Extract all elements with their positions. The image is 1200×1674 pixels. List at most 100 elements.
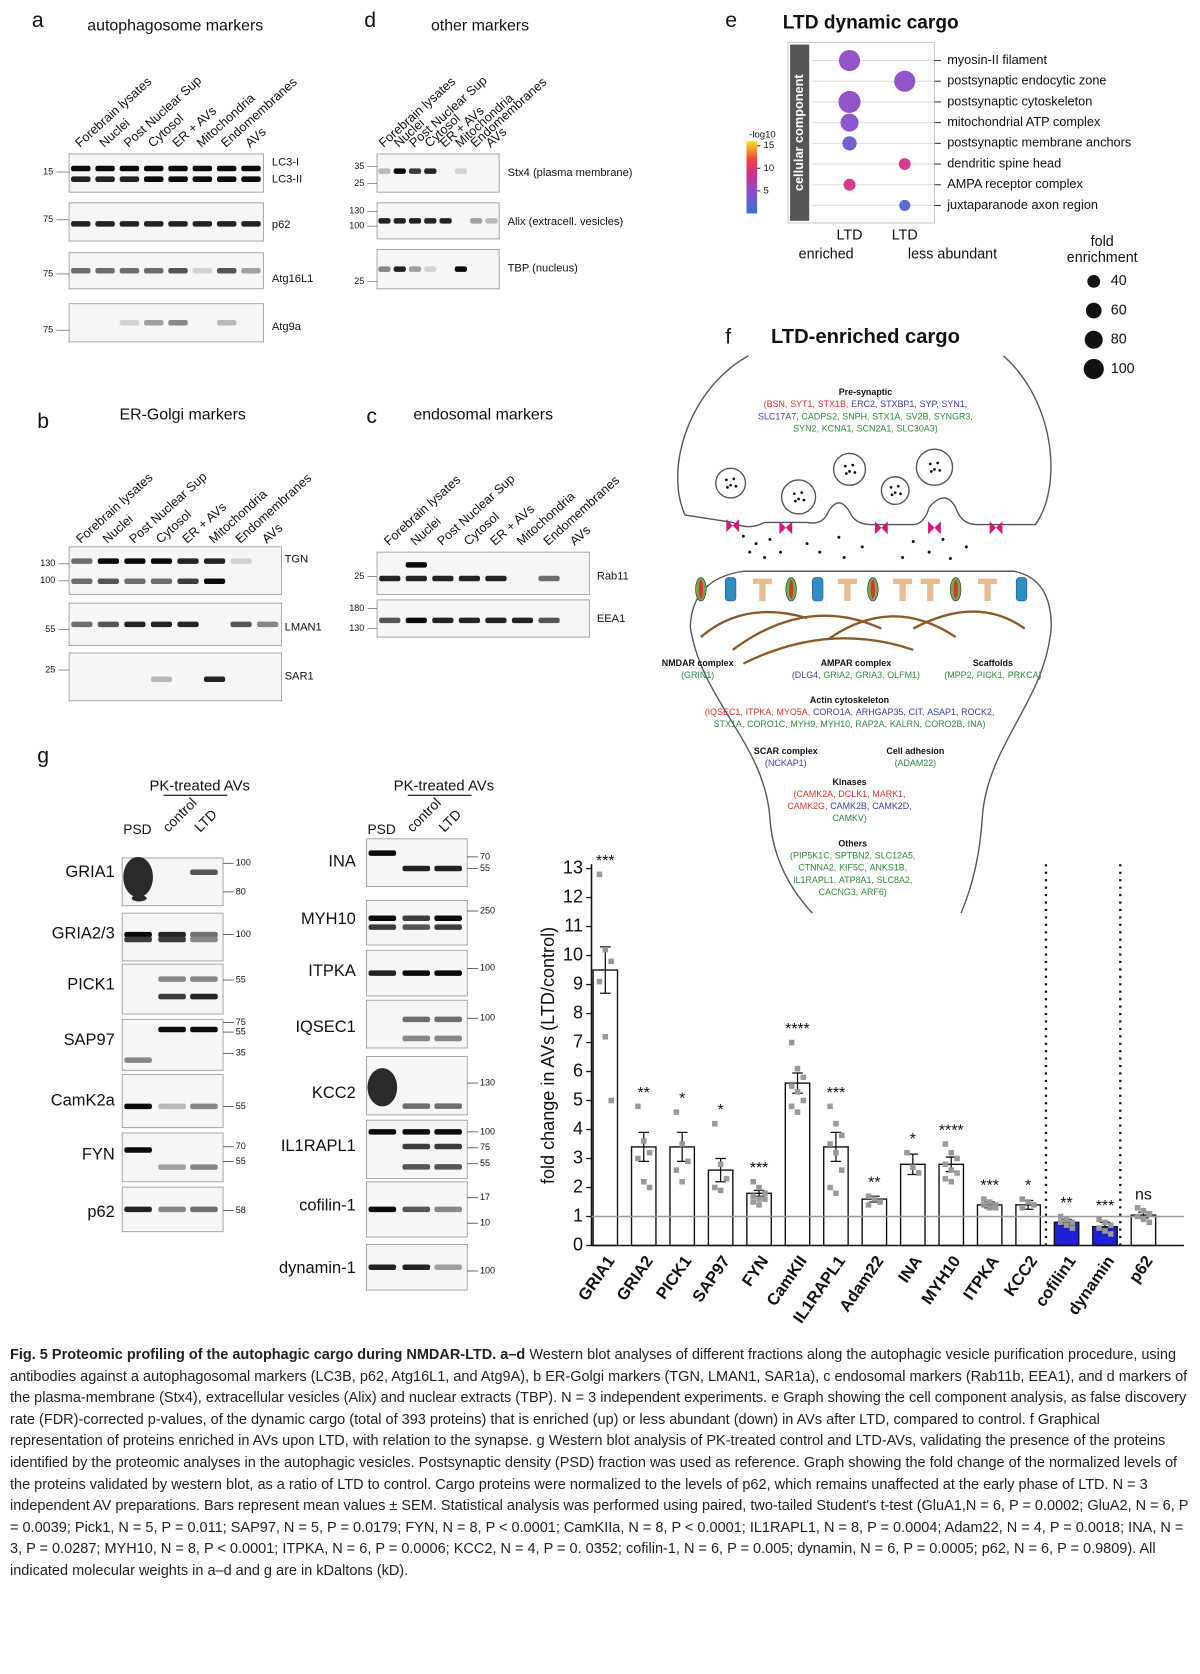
blot-band <box>402 865 431 872</box>
blot-label: IL1RAPL1 <box>281 1137 356 1155</box>
blot-label: cofilin-1 <box>299 1197 356 1215</box>
blot-band <box>434 1129 462 1135</box>
gene-line: CAMK2G, CAMK2B, CAMK2D, <box>787 801 911 811</box>
transmitter <box>860 545 864 549</box>
blot-band <box>368 850 397 856</box>
gene: SLC30A3) <box>897 424 938 434</box>
column-label: LTD <box>892 228 918 244</box>
data-point <box>717 1187 724 1194</box>
blot-band <box>190 936 218 943</box>
data-point <box>717 1161 724 1168</box>
mw-label: 130 <box>349 206 364 216</box>
vesicle-content <box>734 484 738 488</box>
data-point <box>673 1167 680 1173</box>
y-tick-label: 3 <box>573 1147 583 1167</box>
blot-band <box>402 1164 431 1170</box>
gene: ITPKA, <box>746 707 774 717</box>
data-point <box>948 1178 955 1185</box>
gene: (DLG4, <box>792 670 821 680</box>
bar <box>592 969 619 1247</box>
mw-label: 130 <box>349 623 364 633</box>
gene: SLC17A7, <box>758 412 799 422</box>
colorbar-tick-label: 5 <box>764 185 769 196</box>
vesicle-content <box>896 484 900 488</box>
mw-label: 130 <box>480 1077 495 1087</box>
blot-band <box>402 1129 431 1135</box>
blot-band <box>143 165 164 172</box>
blot-label: GRIA1 <box>65 863 114 881</box>
blot-label: Alix (extracell. vesicles) <box>508 216 624 228</box>
blot-band <box>119 268 140 274</box>
significance: *** <box>827 1085 846 1102</box>
data-point <box>827 1184 833 1191</box>
x-tick-label: GRIA2 <box>613 1253 657 1304</box>
blot-label: TBP (nucleus) <box>508 263 579 275</box>
gene: IL1RAPL1, <box>793 875 836 885</box>
presynaptic-outline <box>677 355 1052 528</box>
gene: ERC2, <box>851 399 877 409</box>
blot-label: KCC2 <box>312 1084 356 1102</box>
blot-band <box>216 320 237 326</box>
blot-band <box>402 924 431 930</box>
data-point <box>1134 1205 1141 1211</box>
caption-body: Western blot analyses of different fract… <box>10 1347 1189 1579</box>
data-point <box>1057 1219 1064 1226</box>
synapse-drawing <box>677 355 1052 914</box>
blot-band <box>393 266 406 272</box>
data-point <box>1031 1202 1037 1208</box>
gene: ARHGAP35, <box>856 707 906 717</box>
mw-label: 100 <box>480 1126 495 1136</box>
panel-title: LTD-enriched cargo <box>771 326 960 348</box>
data-point <box>992 1205 999 1211</box>
blot-band <box>434 1103 462 1109</box>
transmitter <box>818 550 822 554</box>
blot-band <box>158 1164 186 1170</box>
blot-band <box>368 915 397 922</box>
blot-label: SAR1 <box>285 670 314 682</box>
gene: (IQSEC1, <box>705 707 743 717</box>
blot-label: FYN <box>82 1146 115 1164</box>
transmitter <box>741 534 745 538</box>
actin <box>742 637 914 665</box>
vesicle <box>780 479 817 515</box>
blot-band <box>95 268 115 274</box>
blot-band <box>97 558 120 564</box>
blot-band <box>405 575 427 582</box>
mw-label: 80 <box>236 886 246 896</box>
gene: CAMKV) <box>832 814 867 824</box>
receptor <box>752 578 773 601</box>
bar <box>976 1204 1003 1247</box>
y-axis-label: fold change in AVs (LTD/control) <box>538 927 558 1184</box>
data-point <box>871 1196 878 1202</box>
blot-label: INA <box>328 853 355 871</box>
mw-label: 25 <box>354 571 364 581</box>
data-point <box>1146 1219 1153 1226</box>
gene-line: (BSN, SYT1, STX1B, ERC2, STXBP1, SYP, SYN1, <box>764 399 968 409</box>
blot-band <box>432 575 454 582</box>
row-label: postsynaptic membrane anchors <box>947 135 1131 150</box>
blot-band <box>150 578 173 584</box>
gene: CAMK2G, <box>787 801 827 811</box>
x-tick-label: FYN <box>739 1253 773 1290</box>
mw-label: 100 <box>349 221 364 231</box>
blot-band <box>119 165 140 172</box>
blot-band <box>143 268 164 274</box>
gene: STX1A, <box>714 720 745 730</box>
blot-band <box>432 617 454 624</box>
gene: SYP, <box>920 399 939 409</box>
transmitter <box>754 542 758 546</box>
blot-band <box>190 993 218 1000</box>
vesicle-content <box>899 492 902 496</box>
blot-frame <box>121 1074 224 1129</box>
gene-line: SLC17A7, CADPS2, SNPH, STX1A, SV2B, SYNGR3, <box>758 412 973 422</box>
vesicle <box>832 452 867 486</box>
blot-band <box>168 221 188 227</box>
mw-label: 100 <box>236 929 251 939</box>
y-tick-label: 9 <box>573 973 583 993</box>
blot-band <box>454 266 468 272</box>
transmitter <box>768 537 772 541</box>
row-label: postsynaptic cytoskeleton <box>947 93 1092 108</box>
significance: ns <box>1135 1186 1152 1203</box>
data-point <box>712 1184 718 1191</box>
